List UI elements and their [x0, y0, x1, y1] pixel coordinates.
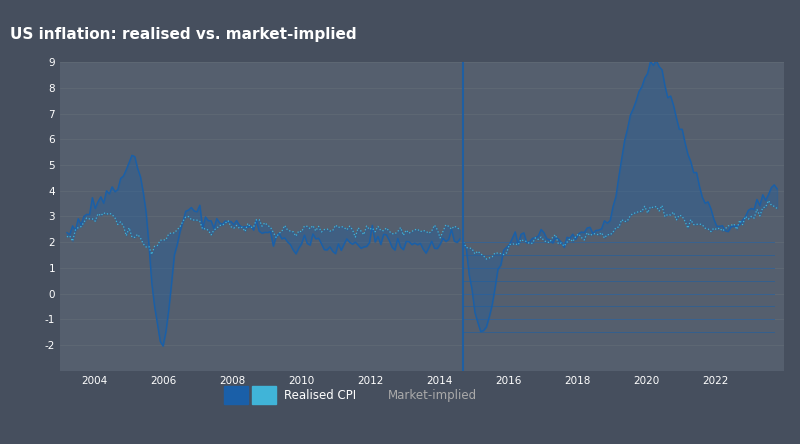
Bar: [252, 386, 276, 404]
Text: Realised CPI: Realised CPI: [284, 388, 356, 402]
Bar: [224, 386, 248, 404]
Text: US inflation: realised vs. market-implied: US inflation: realised vs. market-implie…: [10, 27, 356, 42]
Text: Market-implied: Market-implied: [388, 388, 477, 402]
